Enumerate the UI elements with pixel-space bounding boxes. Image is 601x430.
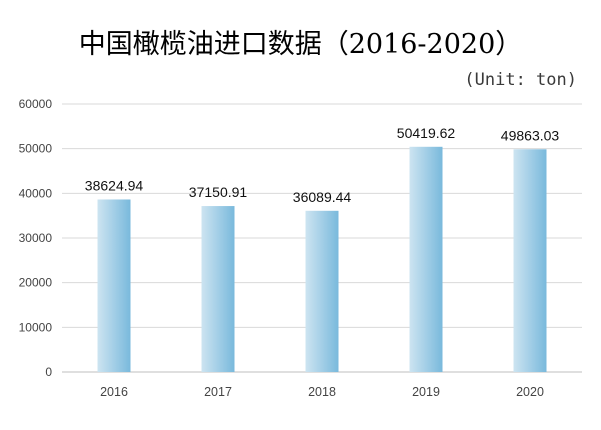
labels: 38624.94 2016 37150.91 2017 36089.44 2018 5041… — [85, 125, 560, 399]
y-tick-label: 20000 — [19, 276, 53, 290]
data-label-2018: 36089.44 — [293, 189, 352, 205]
x-tick-label-2020: 2020 — [516, 385, 544, 399]
y-tick-label: 50000 — [19, 142, 53, 156]
bar-2019 — [409, 146, 443, 372]
x-tick-label-2017: 2017 — [204, 385, 232, 399]
data-label-2019: 50419.62 — [397, 125, 456, 141]
bar-2016 — [97, 199, 131, 372]
data-label-2016: 38624.94 — [85, 177, 144, 193]
bars — [97, 146, 547, 372]
y-tick-label: 0 — [45, 365, 52, 379]
bar-2017 — [201, 206, 235, 372]
x-tick-label-2019: 2019 — [412, 385, 440, 399]
y-tick-label: 60000 — [19, 97, 53, 111]
chart-title: 中国橄榄油进口数据（2016-2020） — [78, 29, 523, 60]
bar-2018 — [305, 210, 339, 372]
y-tick-label: 40000 — [19, 186, 53, 200]
y-tick-label: 30000 — [19, 231, 53, 245]
x-tick-label-2016: 2016 — [100, 385, 128, 399]
bar-2020 — [513, 149, 547, 372]
data-label-2017: 37150.91 — [189, 184, 248, 200]
x-tick-label-2018: 2018 — [308, 385, 336, 399]
data-label-2020: 49863.03 — [501, 127, 560, 143]
y-tick-label: 10000 — [19, 320, 53, 334]
unit-label: (Unit: ton) — [464, 70, 577, 90]
